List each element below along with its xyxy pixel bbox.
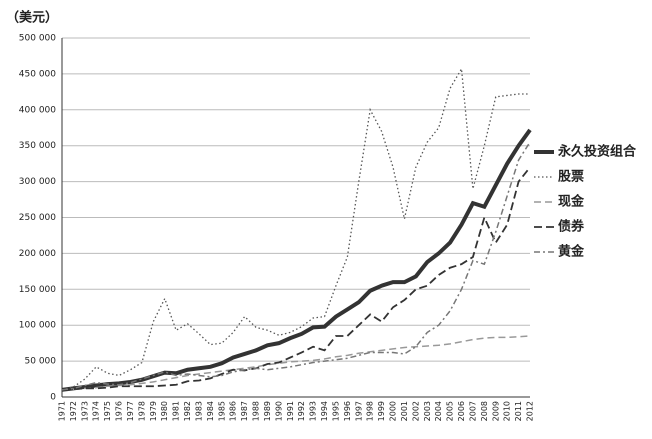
legend-label: 黄金: [558, 244, 585, 260]
x-tick-label: 1973: [80, 401, 89, 421]
y-tick-label: 200 000: [19, 249, 56, 259]
x-tick-label: 2007: [468, 401, 477, 421]
x-tick-label: 1982: [183, 401, 192, 421]
x-tick-label: 1996: [343, 401, 352, 421]
legend-label: 现金: [558, 194, 585, 210]
x-tick-label: 2001: [400, 401, 409, 421]
x-tick-label: 1988: [252, 401, 261, 421]
y-tick-label: 150 000: [19, 285, 56, 295]
x-tick-label: 1971: [58, 401, 67, 421]
y-tick-label: 0: [50, 393, 56, 403]
x-tick-label: 2004: [434, 401, 443, 421]
legend-label: 永久投资组合: [557, 144, 637, 160]
x-tick-label: 1986: [229, 401, 238, 421]
x-tick-label: 1994: [320, 401, 329, 421]
x-tick-label: 2009: [491, 401, 500, 421]
legend-label: 债券: [558, 219, 585, 235]
x-tick-label: 2006: [457, 401, 466, 421]
y-tick-label: 100 000: [19, 321, 56, 331]
y-tick-label: 300 000: [19, 177, 56, 187]
x-tick-label: 1972: [69, 401, 78, 421]
x-tick-label: 1985: [217, 401, 226, 421]
x-tick-label: 1995: [331, 401, 340, 421]
legend-label: 股票: [558, 169, 584, 185]
y-tick-label: 450 000: [19, 69, 56, 79]
x-tick-label: 1993: [309, 401, 318, 421]
x-tick-label: 1974: [92, 401, 101, 421]
x-tick-label: 2012: [526, 401, 535, 421]
y-tick-label: 500 000: [19, 34, 56, 44]
x-tick-label: 1978: [137, 401, 146, 421]
x-tick-label: 1997: [354, 401, 363, 421]
series-line: [61, 166, 531, 391]
series-line: [61, 335, 531, 391]
x-tick-label: 1981: [172, 401, 181, 421]
x-tick-label: 2010: [503, 401, 512, 421]
x-tick-label: 1992: [297, 401, 306, 421]
y-tick-label: 350 000: [19, 141, 56, 151]
x-tick-label: 1998: [366, 401, 375, 421]
y-axis-label: （美元）: [6, 10, 58, 26]
x-tick-label: 1977: [126, 401, 135, 421]
series-line: [61, 128, 532, 392]
x-tick-label: 1979: [149, 401, 158, 421]
x-tick-label: 2011: [514, 401, 523, 421]
series-line: [61, 141, 531, 391]
x-tick-label: 2003: [423, 401, 432, 421]
y-tick-label: 50 000: [25, 357, 57, 367]
x-tick-label: 2000: [389, 401, 398, 421]
x-tick-label: 1975: [103, 401, 112, 421]
x-tick-label: 2002: [411, 401, 420, 421]
x-tick-label: 1983: [194, 401, 203, 421]
x-tick-label: 1976: [115, 401, 124, 421]
y-tick-label: 400 000: [19, 105, 56, 115]
x-tick-label: 1990: [274, 401, 283, 421]
x-tick-label: 2005: [446, 401, 455, 421]
x-tick-label: 1980: [160, 401, 169, 421]
x-tick-label: 2008: [480, 401, 489, 421]
x-tick-label: 1987: [240, 401, 249, 421]
y-tick-label: 250 000: [19, 213, 56, 223]
x-tick-label: 1989: [263, 401, 272, 421]
x-tick-label: 1984: [206, 401, 215, 421]
x-tick-label: 1999: [377, 401, 386, 421]
x-tick-label: 1991: [286, 401, 295, 421]
